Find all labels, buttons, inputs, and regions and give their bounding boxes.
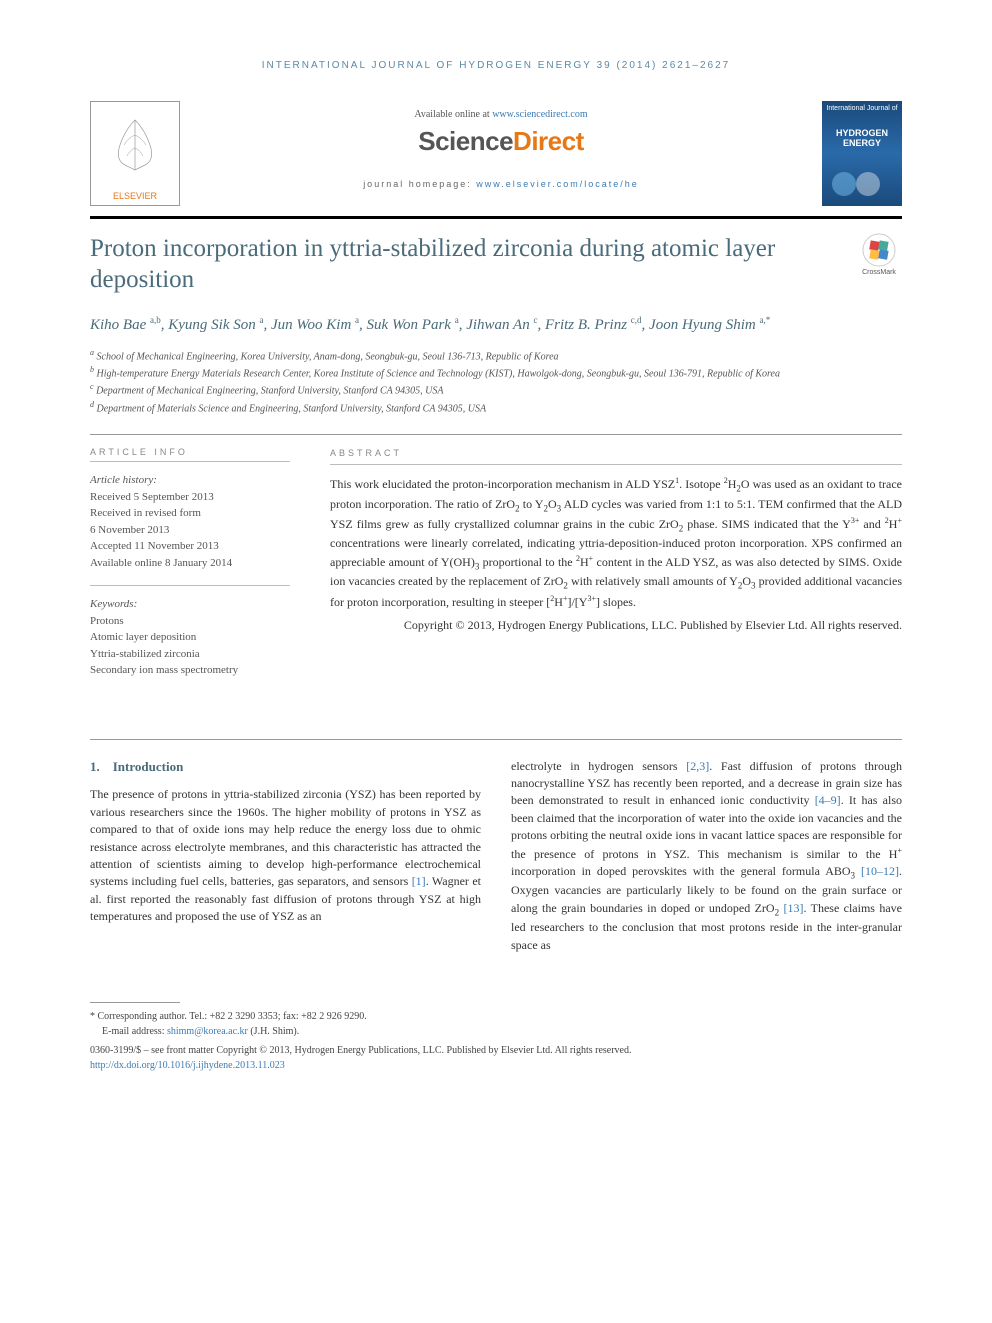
doi-line: http://dx.doi.org/10.1016/j.ijhydene.201… [90, 1058, 902, 1073]
body-columns: 1. Introduction The presence of protons … [90, 758, 902, 954]
elsevier-label: ELSEVIER [113, 191, 157, 201]
article-info-head: ARTICLE INFO [90, 447, 290, 462]
affiliation: b High-temperature Energy Materials Rese… [90, 364, 902, 381]
crossmark-badge[interactable]: CrossMark [856, 233, 902, 279]
journal-cover-thumbnail[interactable]: International Journal of HYDROGENENERGY [822, 101, 902, 206]
meta-rule-top [90, 434, 902, 435]
footnote-block: * Corresponding author. Tel.: +82 2 3290… [90, 994, 902, 1073]
issn-copyright: 0360-3199/$ – see front matter Copyright… [90, 1043, 902, 1058]
running-header: INTERNATIONAL JOURNAL OF HYDROGEN ENERGY… [90, 60, 902, 71]
author-list: Kiho Bae a,b, Kyung Sik Son a, Jun Woo K… [90, 314, 902, 335]
affiliations: a School of Mechanical Engineering, Kore… [90, 347, 902, 416]
article-history: Article history: Received 5 September 20… [90, 472, 290, 571]
corresponding-email-line: E-mail address: shimm@korea.ac.kr (J.H. … [90, 1024, 902, 1039]
elsevier-tree-icon [100, 110, 170, 180]
section-1-head: 1. Introduction [90, 758, 481, 777]
cover-title: HYDROGENENERGY [826, 129, 898, 149]
doi-link[interactable]: http://dx.doi.org/10.1016/j.ijhydene.201… [90, 1060, 285, 1071]
affiliation: c Department of Mechanical Engineering, … [90, 381, 902, 398]
abstract-block: ABSTRACT This work elucidated the proton… [330, 447, 902, 679]
masthead: ELSEVIER Available online at www.science… [90, 101, 902, 206]
journal-homepage-line: journal homepage: www.elsevier.com/locat… [195, 179, 807, 189]
affiliation: a School of Mechanical Engineering, Kore… [90, 347, 902, 364]
elsevier-logo[interactable]: ELSEVIER [90, 101, 180, 206]
sciencedirect-link[interactable]: www.sciencedirect.com [492, 109, 587, 120]
info-divider [90, 585, 290, 586]
masthead-rule [90, 216, 902, 219]
journal-homepage-link[interactable]: www.elsevier.com/locate/he [476, 179, 639, 189]
article-title: Proton incorporation in yttria-stabilize… [90, 233, 836, 296]
cover-graphic-icon [826, 166, 898, 202]
corresponding-author: * Corresponding author. Tel.: +82 2 3290… [90, 1009, 902, 1024]
affiliation: d Department of Materials Science and En… [90, 399, 902, 416]
abstract-text: This work elucidated the proton-incorpor… [330, 475, 902, 611]
available-online-text: Available online at www.sciencedirect.co… [195, 109, 807, 120]
body-paragraph: electrolyte in hydrogen sensors [2,3]. F… [511, 758, 902, 954]
sciencedirect-logo[interactable]: ScienceDirect [195, 126, 807, 157]
body-rule [90, 739, 902, 740]
abstract-head: ABSTRACT [330, 447, 902, 465]
body-paragraph: The presence of protons in yttria-stabil… [90, 786, 481, 925]
crossmark-icon [862, 233, 896, 267]
footnote-rule [90, 1002, 180, 1003]
keywords-block: Keywords: Protons Atomic layer depositio… [90, 596, 290, 679]
article-info-block: ARTICLE INFO Article history: Received 5… [90, 447, 290, 679]
abstract-copyright: Copyright © 2013, Hydrogen Energy Public… [330, 617, 902, 634]
masthead-center: Available online at www.sciencedirect.co… [195, 101, 807, 189]
email-link[interactable]: shimm@korea.ac.kr [167, 1026, 248, 1037]
